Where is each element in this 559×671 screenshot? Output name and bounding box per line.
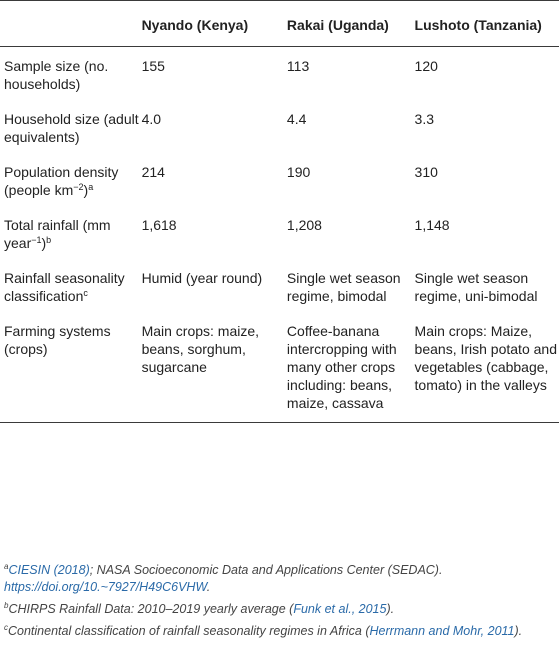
table-row: Sample size (no. households) 155 113 120 [0, 47, 559, 101]
footnote-mark: b [46, 235, 52, 245]
table-row: Total rainfall (mm year−1)b 1,618 1,208 … [0, 206, 559, 259]
table-row: Population density (people km−2)a 214 19… [0, 153, 559, 206]
row-label: Household size (adult equivalents) [4, 111, 139, 145]
row-label: Total rainfall (mm year−1)b [4, 217, 111, 251]
header-cell-rakai: Rakai (Uganda) [286, 0, 415, 47]
footnote-mark: c [83, 288, 88, 298]
table-cell: 1,148 [414, 217, 450, 233]
table-cell: Humid (year round) [141, 270, 263, 286]
header-cell-lushoto: Lushoto (Tanzania) [414, 0, 559, 47]
table-cell: 155 [141, 58, 165, 74]
row-label: Sample size (no. households) [4, 58, 109, 92]
footnote-mark: a [4, 562, 9, 571]
row-label: Farming systems (crops) [0, 312, 142, 423]
table-cell: Single wet season regime, uni-bimodal [414, 270, 538, 304]
footnote-mark: b [4, 601, 9, 610]
footnote-a: aCIESIN (2018); NASA Socioeconomic Data … [4, 562, 443, 595]
table-cell: 4.0 [141, 111, 162, 127]
row-label: Rainfall seasonality classificationc [4, 270, 125, 304]
table-cell: Coffee-banana intercropping with many ot… [286, 312, 415, 423]
header-row: Nyando (Kenya) Rakai (Uganda) Lushoto (T… [0, 0, 559, 47]
footnote-mark: c [4, 623, 8, 632]
footnote-c: cContinental classification of rainfall … [4, 623, 523, 639]
table-cell: 1,618 [141, 217, 177, 233]
doi-link[interactable]: https://doi.org/10.~7927/H49C6VHW [4, 580, 207, 594]
table-cell: 3.3 [414, 111, 435, 127]
citation-link[interactable]: Herrmann and Mohr, 2011 [369, 624, 515, 638]
table-cell: 4.4 [286, 111, 307, 127]
header-cell-nyando: Nyando (Kenya) [141, 0, 287, 47]
table-cell: 214 [141, 164, 165, 180]
table-footnotes: aCIESIN (2018); NASA Socioeconomic Data … [4, 562, 556, 645]
table-cell: 310 [414, 164, 438, 180]
table-cell: 1,208 [286, 217, 322, 233]
table-cell: Single wet season regime, bimodal [286, 270, 401, 304]
header-cell-empty [0, 0, 142, 47]
footnote-mark: a [88, 182, 94, 192]
table-cell: Main crops: Maize, beans, Irish potato a… [414, 312, 559, 423]
footnote-b: bCHIRPS Rainfall Data: 2010–2019 yearly … [4, 601, 395, 617]
table-cell: 120 [414, 58, 438, 74]
table-row: Farming systems (crops) Main crops: maiz… [0, 312, 559, 423]
row-label: Population density (people km−2)a [4, 164, 119, 198]
table-cell: 113 [286, 58, 310, 74]
unit-exponent: −2 [73, 182, 84, 192]
citation-link[interactable]: CIESIN (2018) [8, 563, 90, 577]
table-cell: 190 [286, 164, 311, 180]
data-table: Nyando (Kenya) Rakai (Uganda) Lushoto (T… [0, 0, 559, 423]
table-row: Rainfall seasonality classificationc Hum… [0, 259, 559, 312]
citation-link[interactable]: Funk et al., 2015 [293, 602, 387, 616]
unit-exponent: −1 [31, 235, 42, 245]
table-row: Household size (adult equivalents) 4.0 4… [0, 100, 559, 153]
table-cell: Main crops: maize, beans, sorghum, sugar… [141, 312, 287, 423]
